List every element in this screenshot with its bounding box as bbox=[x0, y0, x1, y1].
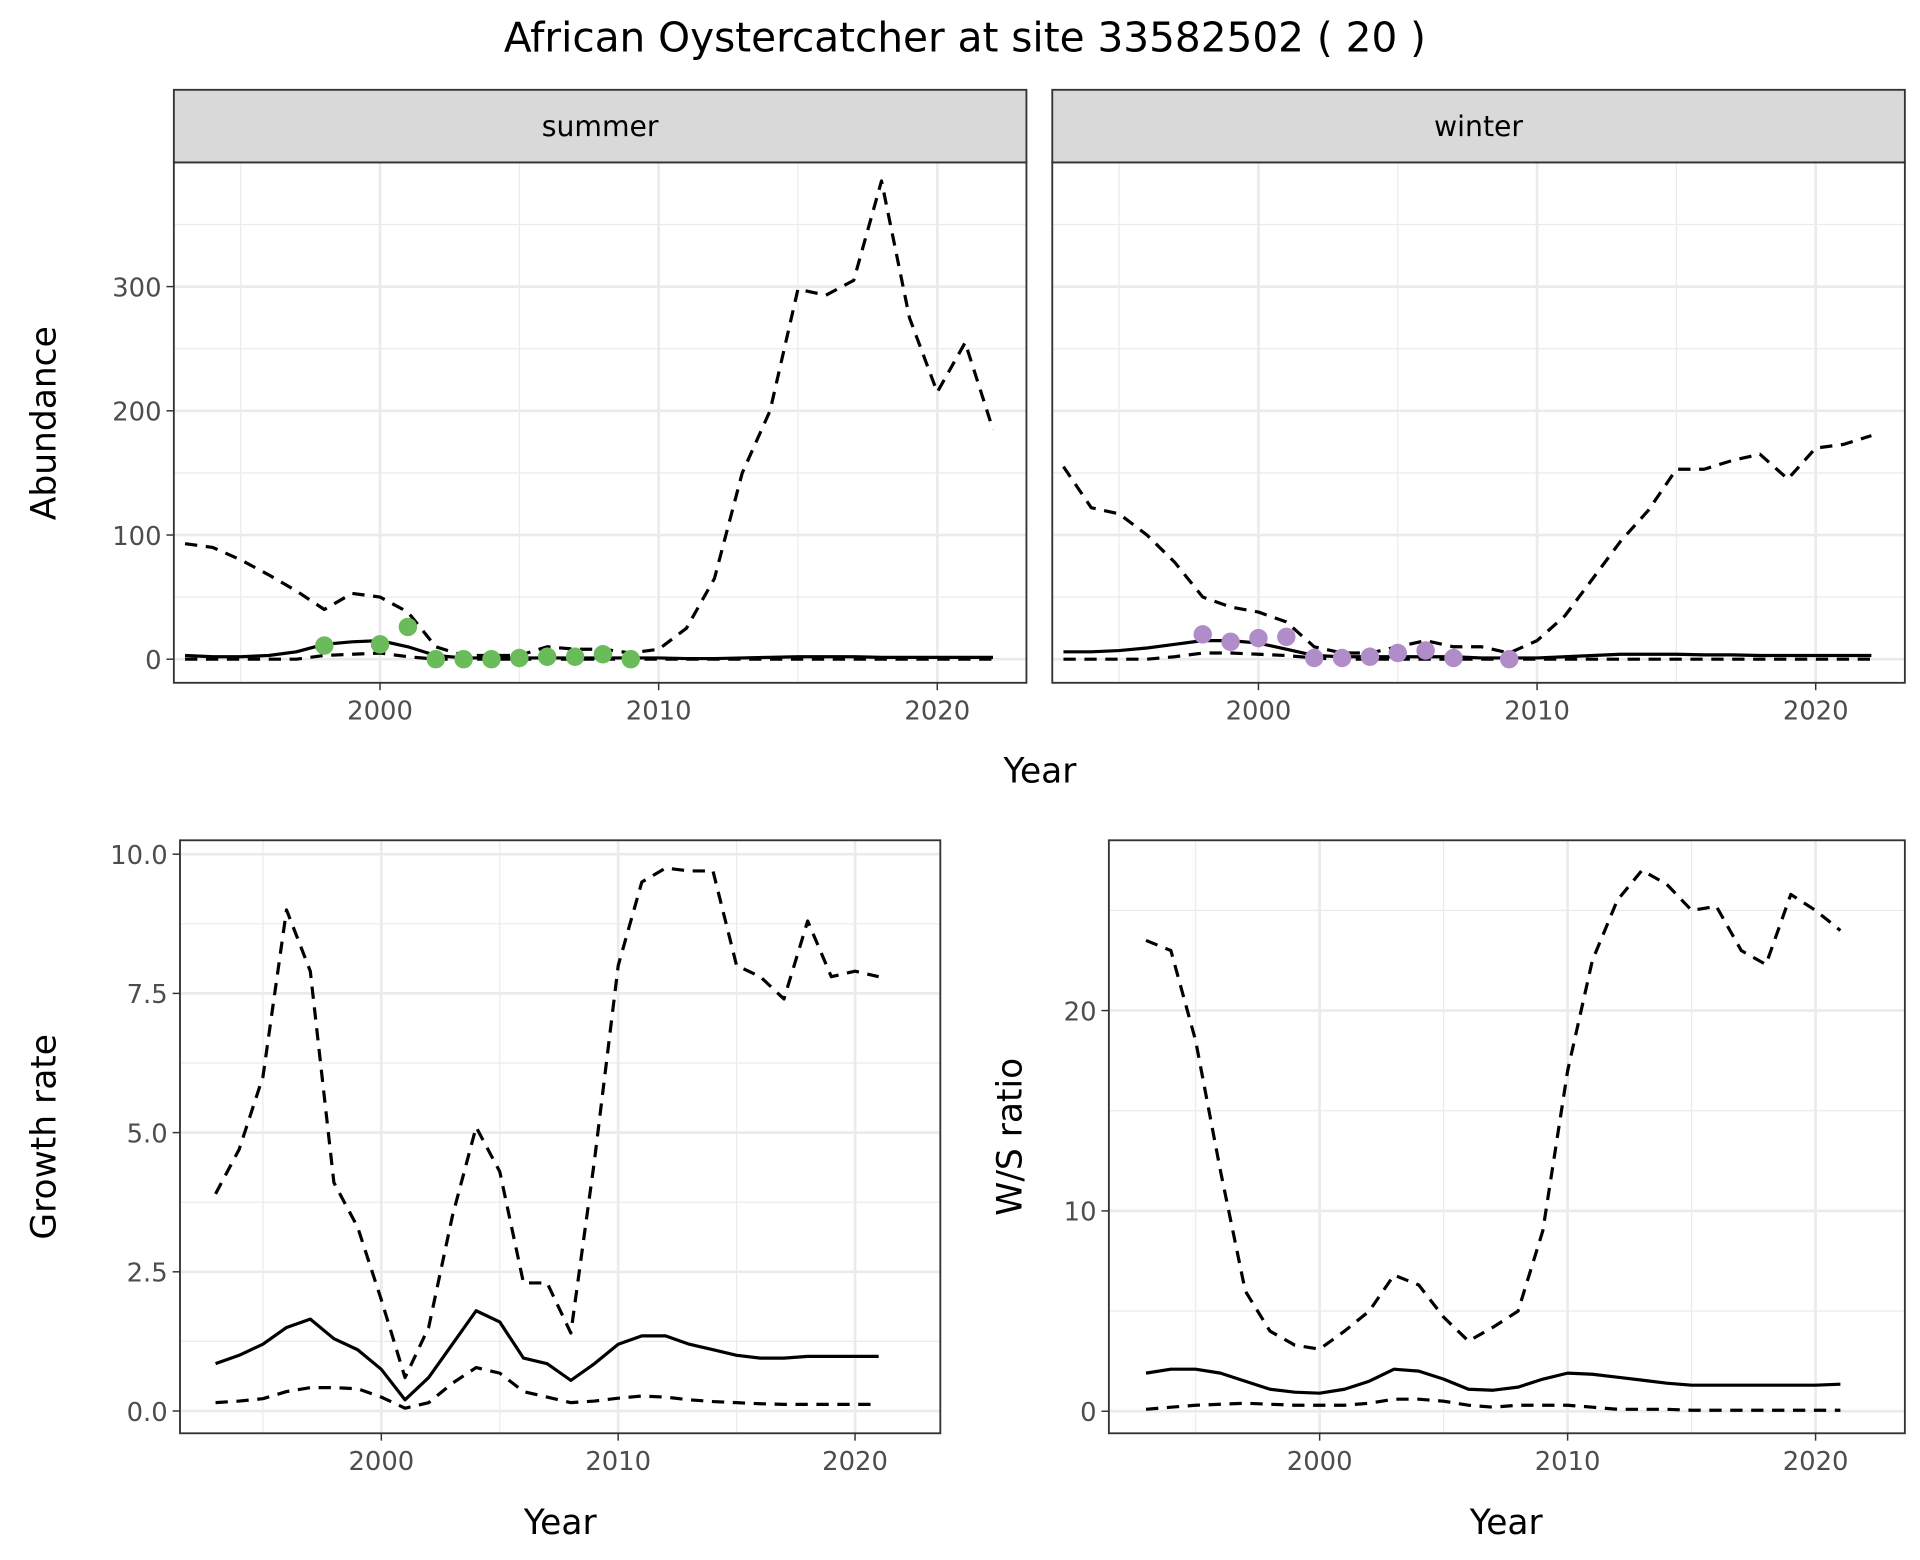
observed-count-point bbox=[1388, 643, 1407, 663]
series-mean-line bbox=[1145, 1367, 1841, 1395]
observed-count-point bbox=[510, 648, 529, 668]
facet-strip-label: summer bbox=[542, 110, 659, 143]
x-tick-label: 2020 bbox=[1783, 1447, 1849, 1477]
series-upper-line bbox=[214, 866, 880, 1380]
plot-background bbox=[1108, 840, 1905, 1434]
ratio-x-axis-title: Year bbox=[1469, 1503, 1544, 1543]
observed-count-point bbox=[565, 647, 585, 666]
y-tick-label: 0 bbox=[145, 646, 161, 676]
observed-count-point bbox=[426, 649, 445, 669]
series-upper-line bbox=[1062, 434, 1872, 655]
observed-count-point bbox=[315, 636, 334, 655]
series-lower-line bbox=[185, 651, 993, 661]
y-tick-label: 2.5 bbox=[127, 1259, 168, 1289]
observed-count-point bbox=[1499, 649, 1519, 669]
series-lower-line bbox=[1063, 651, 1872, 661]
x-tick-label: 2010 bbox=[1535, 1447, 1601, 1477]
y-tick-label: 10 bbox=[1064, 1198, 1097, 1228]
panel-border bbox=[179, 839, 942, 1435]
y-tick-label: 300 bbox=[112, 273, 161, 303]
facet-strip bbox=[1051, 88, 1906, 164]
x-tick-label: 2020 bbox=[822, 1447, 888, 1477]
observed-count-point bbox=[621, 649, 641, 669]
x-tick-label: 2010 bbox=[585, 1447, 651, 1477]
x-tick-label: 2010 bbox=[1504, 697, 1570, 727]
facet-strip bbox=[172, 88, 1028, 164]
x-tick-label: 2020 bbox=[904, 697, 970, 727]
panel-ratio: 2000 2010 2020 0 10 20 bbox=[1064, 839, 1906, 1477]
observed-count-point bbox=[398, 617, 418, 637]
x-tick-label: 2010 bbox=[626, 697, 692, 727]
top-x-axis-title: Year bbox=[1003, 751, 1078, 791]
series-upper-line bbox=[184, 179, 995, 658]
series-mean-line bbox=[215, 1309, 879, 1402]
y-tick-label: 0.0 bbox=[127, 1398, 168, 1428]
series-upper-line bbox=[1145, 868, 1842, 1351]
y-tick-label: 5.0 bbox=[127, 1119, 168, 1149]
x-tick-label: 2020 bbox=[1783, 697, 1849, 727]
observed-count-point bbox=[1444, 648, 1463, 668]
observed-count-point bbox=[454, 649, 473, 669]
y-tick-label: 200 bbox=[112, 398, 161, 428]
x-tick-label: 2000 bbox=[347, 697, 413, 727]
x-tick-label: 2000 bbox=[348, 1447, 414, 1477]
observed-count-point bbox=[370, 635, 390, 654]
panel-summer: 2000 2010 2020 0 100 200 300 summer bbox=[112, 88, 1028, 727]
observed-count-point bbox=[482, 649, 501, 669]
plot-background bbox=[1052, 162, 1905, 683]
observed-count-point bbox=[1416, 641, 1435, 660]
series-lower-line bbox=[1145, 1397, 1841, 1412]
observed-count-point bbox=[1332, 648, 1352, 668]
facet-strip-label: winter bbox=[1434, 110, 1523, 143]
growth-x-axis-title: Year bbox=[523, 1503, 598, 1543]
plot-background bbox=[173, 162, 1027, 683]
growth-y-axis-title: Growth rate bbox=[25, 1034, 65, 1240]
y-tick-label: 0 bbox=[1080, 1398, 1096, 1428]
y-tick-label: 100 bbox=[112, 522, 161, 552]
observed-count-point bbox=[1221, 632, 1240, 652]
series-lower-line bbox=[215, 1365, 879, 1410]
y-tick-label: 20 bbox=[1064, 997, 1097, 1027]
y-tick-label: 7.5 bbox=[127, 980, 168, 1010]
observed-count-point bbox=[537, 647, 557, 666]
plot-background bbox=[180, 840, 941, 1434]
y-tick-label: 10.0 bbox=[110, 841, 168, 871]
chart-title: African Oystercatcher at site 33582502 (… bbox=[504, 14, 1426, 62]
x-tick-label: 2000 bbox=[1287, 1447, 1353, 1477]
observed-count-point bbox=[1193, 625, 1212, 644]
panel-winter: 2000 2010 2020 winter bbox=[1051, 88, 1906, 727]
observed-count-point bbox=[593, 645, 613, 664]
observed-count-point bbox=[1360, 647, 1380, 666]
panel-border bbox=[1107, 839, 1906, 1435]
top-y-axis-title: Abundance bbox=[25, 326, 65, 520]
observed-count-point bbox=[1277, 627, 1296, 647]
observed-count-point bbox=[1249, 628, 1268, 648]
observed-count-point bbox=[1304, 648, 1324, 668]
panel-growth: 2000 2010 2020 0.0 2.5 5.0 7.5 10.0 bbox=[110, 839, 942, 1477]
x-tick-label: 2000 bbox=[1226, 697, 1292, 727]
ratio-y-axis-title: W/S ratio bbox=[991, 1058, 1031, 1216]
